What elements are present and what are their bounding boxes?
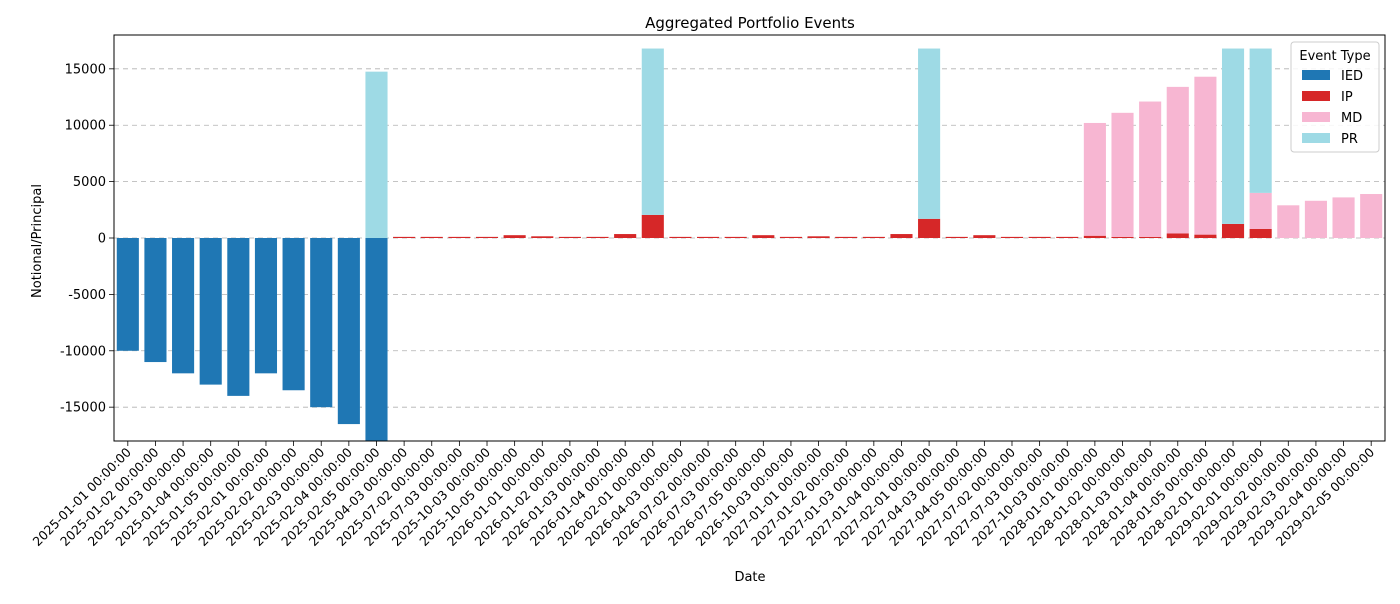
bar-pr (918, 48, 941, 219)
bar-ip (752, 235, 775, 238)
bar-ip (1139, 236, 1162, 238)
bar-ied (144, 238, 167, 363)
bar-md (1139, 101, 1162, 237)
bar-pr (365, 71, 388, 239)
bar-ip (1083, 235, 1106, 238)
bar-md (1304, 200, 1327, 238)
bar-ip (393, 236, 416, 238)
y-tick-label: 15000 (65, 62, 106, 77)
bar-ip (1056, 236, 1079, 238)
bar-pr (1249, 48, 1272, 193)
legend-swatch-md (1302, 112, 1330, 122)
bar-ip (918, 218, 941, 238)
bar-ip (1221, 223, 1245, 238)
bar-ip (862, 236, 885, 238)
bar-ip (420, 236, 443, 238)
bar-ip (1166, 233, 1189, 238)
bar-ied (365, 238, 388, 441)
bar-ip (697, 236, 720, 238)
bar-ied (337, 238, 360, 425)
bar-ip (448, 236, 471, 238)
bar-ied (282, 238, 305, 391)
y-tick-label: -15000 (60, 401, 106, 416)
bar-md (1332, 197, 1355, 238)
bar-md (1249, 192, 1272, 229)
x-axis-label: Date (734, 570, 765, 585)
legend-swatch-ied (1302, 70, 1330, 80)
bars-layer (116, 48, 1383, 441)
bar-ied (172, 238, 195, 374)
bar-md (1277, 205, 1300, 238)
bar-ip (835, 236, 858, 238)
bar-ied (254, 238, 278, 374)
bar-ip (586, 236, 609, 238)
legend-label-md: MD (1341, 111, 1362, 126)
y-tick-label: -10000 (60, 344, 106, 359)
bar-ip (503, 235, 526, 238)
bar-ip (1194, 234, 1217, 238)
legend-label-pr: PR (1341, 132, 1358, 147)
plot-frame (113, 34, 1386, 442)
bar-md (1111, 112, 1134, 237)
bar-ip (558, 236, 581, 238)
bar-ip (945, 236, 968, 238)
bar-ied (310, 238, 333, 408)
bar-ip (724, 236, 747, 238)
legend-title: Event Type (1299, 49, 1370, 64)
chart-title: Aggregated Portfolio Events (645, 14, 855, 32)
y-tick-label: 0 (98, 232, 106, 247)
bar-md (1083, 122, 1106, 236)
bar-pr (641, 48, 664, 215)
bar-ip (807, 236, 830, 238)
y-axis-label: Notional/Principal (30, 184, 45, 298)
bar-ip (669, 236, 692, 238)
bar-ip (641, 214, 664, 238)
y-tick-label: -5000 (68, 288, 106, 303)
bar-ip (614, 234, 637, 238)
legend-swatch-pr (1302, 133, 1330, 143)
bar-ip (1000, 236, 1024, 238)
bar-ied (199, 238, 222, 385)
bar-md (1194, 76, 1217, 235)
bar-ip (531, 236, 554, 238)
bar-ip (1111, 236, 1134, 238)
y-tick-label: 10000 (65, 119, 106, 134)
bar-ip (1028, 236, 1051, 238)
bar-ip (779, 236, 802, 238)
legend-swatch-ip (1302, 91, 1330, 101)
legend-frame (1290, 41, 1380, 153)
bar-ied (116, 238, 139, 351)
bar-ip (475, 236, 499, 238)
bar-ied (227, 238, 250, 396)
bar-md (1166, 86, 1189, 234)
bar-ip (890, 234, 913, 238)
bar-pr (1221, 48, 1245, 224)
legend-label-ip: IP (1341, 90, 1353, 105)
legend: Event Type IED IP MD PR (1290, 41, 1380, 153)
bar-ip (1249, 228, 1272, 238)
legend-label-ied: IED (1341, 69, 1363, 84)
y-tick-label: 5000 (73, 175, 106, 190)
bar-md (1360, 194, 1383, 238)
bar-ip (973, 235, 996, 238)
